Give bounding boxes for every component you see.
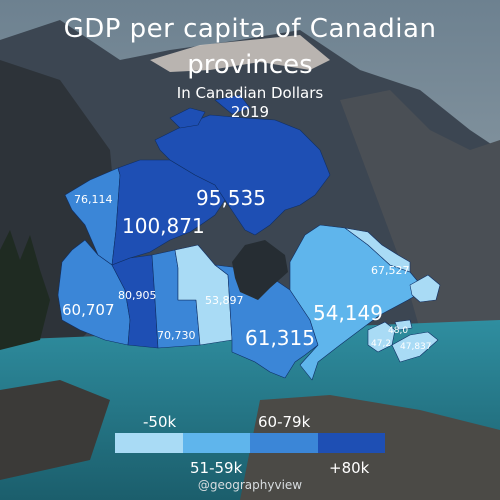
label-nunavut: 95,535 <box>196 186 266 210</box>
rock-left <box>0 380 110 480</box>
label-quebec: 54,149 <box>313 301 383 325</box>
snow-peak <box>150 35 330 72</box>
label-bc: 60,707 <box>62 301 115 319</box>
label-yukon: 76,114 <box>74 193 113 206</box>
region-nunavut <box>154 114 331 236</box>
map-title-line2: provinces <box>187 50 313 80</box>
label-pei: 48,0 <box>388 326 409 336</box>
region-nova-scotia <box>391 331 439 363</box>
legend-label-mid-high: 60-79k <box>258 413 311 431</box>
label-nwt: 100,871 <box>122 214 205 238</box>
label-alberta: 80,905 <box>118 289 157 302</box>
label-saskatchewan: 70,730 <box>157 329 196 342</box>
legend-swatch-high <box>318 433 385 453</box>
label-nova-scotia: 47,837 <box>400 342 432 352</box>
legend-label-high: +80k <box>329 459 370 477</box>
region-pei <box>394 319 413 331</box>
label-manitoba: 53,897 <box>205 294 244 307</box>
cliff-right <box>340 90 500 330</box>
map-year: 2019 <box>230 103 270 121</box>
canada-map <box>57 94 441 381</box>
arctic-island-1 <box>169 107 206 129</box>
region-newfoundland <box>344 227 411 273</box>
trees-left <box>0 230 50 350</box>
hudson-bay <box>232 240 288 300</box>
region-ontario <box>214 264 319 379</box>
map-subtitle: In Canadian Dollars <box>176 84 324 102</box>
label-ontario: 61,315 <box>245 326 315 350</box>
legend-swatch-low <box>115 433 183 453</box>
region-manitoba <box>174 244 233 346</box>
label-new-brunswick: 47,2 <box>371 339 392 349</box>
legend-swatch-mid-low <box>183 433 250 453</box>
author-credit: @geographyview <box>197 478 303 492</box>
map-title-line1: GDP per capita of Canadian <box>63 14 437 44</box>
region-newfoundland-island <box>409 274 441 303</box>
legend-label-mid-low: 51-59k <box>190 459 243 477</box>
arctic-island-2 <box>214 94 251 115</box>
label-newfoundland: 67,527 <box>371 264 410 277</box>
legend-label-low: -50k <box>143 413 177 431</box>
legend-swatch-mid-high <box>250 433 318 453</box>
